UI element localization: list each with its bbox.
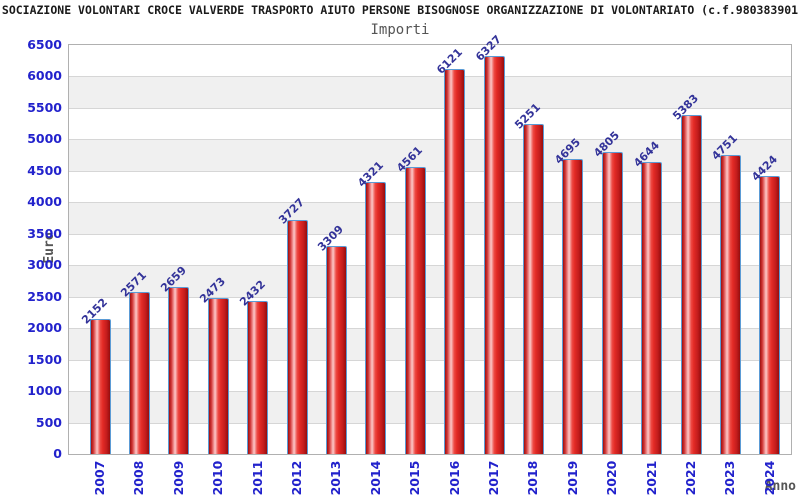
x-tick-label: 2023 xyxy=(722,460,738,496)
plot-band xyxy=(69,202,791,235)
plot-band xyxy=(69,296,791,329)
gridline xyxy=(69,296,791,298)
plot-band xyxy=(69,76,791,109)
bar-2021 xyxy=(641,161,663,454)
gridline xyxy=(69,391,791,393)
bar-2012 xyxy=(286,219,308,454)
plot-band xyxy=(69,107,791,140)
x-axis-title: Anno xyxy=(764,479,796,494)
y-tick-label: 500 xyxy=(35,414,62,430)
y-tick-label: 1000 xyxy=(27,383,62,399)
bar-2013 xyxy=(325,245,347,454)
bar-2018 xyxy=(522,123,544,454)
gridline xyxy=(69,233,791,235)
y-tick-label: 6500 xyxy=(27,37,62,52)
x-tick-label: 2016 xyxy=(446,460,462,496)
gridline xyxy=(69,265,791,267)
x-tick-label: 2022 xyxy=(683,460,698,496)
plot-band xyxy=(69,265,791,298)
x-tick-label: 2017 xyxy=(486,460,501,496)
plot-area: 2152 2571 2659 2473 2432 3727 3309 4321 4561 6121… xyxy=(68,33,792,455)
x-tick-label: 2007 xyxy=(92,460,107,496)
x-tick-label: 2020 xyxy=(604,460,620,496)
x-tick-label: 2010 xyxy=(210,460,226,496)
bar-2019 xyxy=(562,158,584,454)
gridline xyxy=(69,422,791,424)
plot-band xyxy=(69,391,791,424)
bar-2016 xyxy=(444,68,466,454)
bar-2017 xyxy=(483,55,505,454)
x-tick-label: 2021 xyxy=(643,460,659,496)
y-tick-label: 1500 xyxy=(27,351,62,367)
x-tick-label: 2019 xyxy=(564,460,580,496)
x-tick-label: 2014 xyxy=(367,460,383,496)
bar-2020 xyxy=(601,151,623,454)
x-tick-label: 2018 xyxy=(525,460,541,496)
y-tick-label: 2000 xyxy=(27,320,62,336)
plot-band xyxy=(69,422,791,455)
y-tick-label: 2500 xyxy=(27,288,62,304)
x-tick-label: 2011 xyxy=(249,460,265,496)
bar-2007 xyxy=(89,318,111,454)
bar-2023 xyxy=(719,155,741,454)
y-tick-label: 3500 xyxy=(27,225,62,241)
bar-2014 xyxy=(365,182,387,454)
x-tick-label: 2024 xyxy=(761,460,777,496)
bar-2008 xyxy=(128,292,150,454)
plot-band xyxy=(69,233,791,266)
x-tick-label: 2015 xyxy=(407,460,423,496)
gridline xyxy=(69,328,791,330)
y-tick-label: 5500 xyxy=(27,99,62,115)
y-tick-label: 6000 xyxy=(27,68,62,84)
gridline xyxy=(69,76,791,78)
bar-2011 xyxy=(247,300,269,454)
plot-band xyxy=(69,328,791,361)
plot-band xyxy=(69,139,791,172)
gridline xyxy=(69,170,791,172)
bar-2022 xyxy=(680,115,702,454)
y-tick-label: 0 xyxy=(53,446,62,461)
plot-band xyxy=(69,359,791,392)
x-tick-label: 2009 xyxy=(170,460,186,496)
gridline xyxy=(69,202,791,204)
y-tick-label: 4500 xyxy=(27,162,62,178)
plot-band xyxy=(69,45,791,77)
chart-title: SOCIAZIONE VOLONTARI CROCE VALVERDE TRAS… xyxy=(1,3,799,17)
gridline xyxy=(69,139,791,141)
bar-2010 xyxy=(207,298,229,454)
y-tick-label: 5000 xyxy=(27,131,62,147)
gridline xyxy=(69,107,791,109)
x-tick-label: 2013 xyxy=(328,460,344,496)
y-tick-label: 3000 xyxy=(27,257,62,273)
x-tick-label: 2012 xyxy=(289,460,304,496)
gridline xyxy=(69,359,791,361)
plot-band xyxy=(69,170,791,203)
chart-subtitle: Importi xyxy=(370,22,430,38)
bar-2024 xyxy=(759,175,781,454)
bar-2009 xyxy=(168,286,190,454)
y-tick-label: 4000 xyxy=(27,194,62,210)
x-tick-label: 2008 xyxy=(131,460,147,496)
bar-2015 xyxy=(404,167,426,454)
